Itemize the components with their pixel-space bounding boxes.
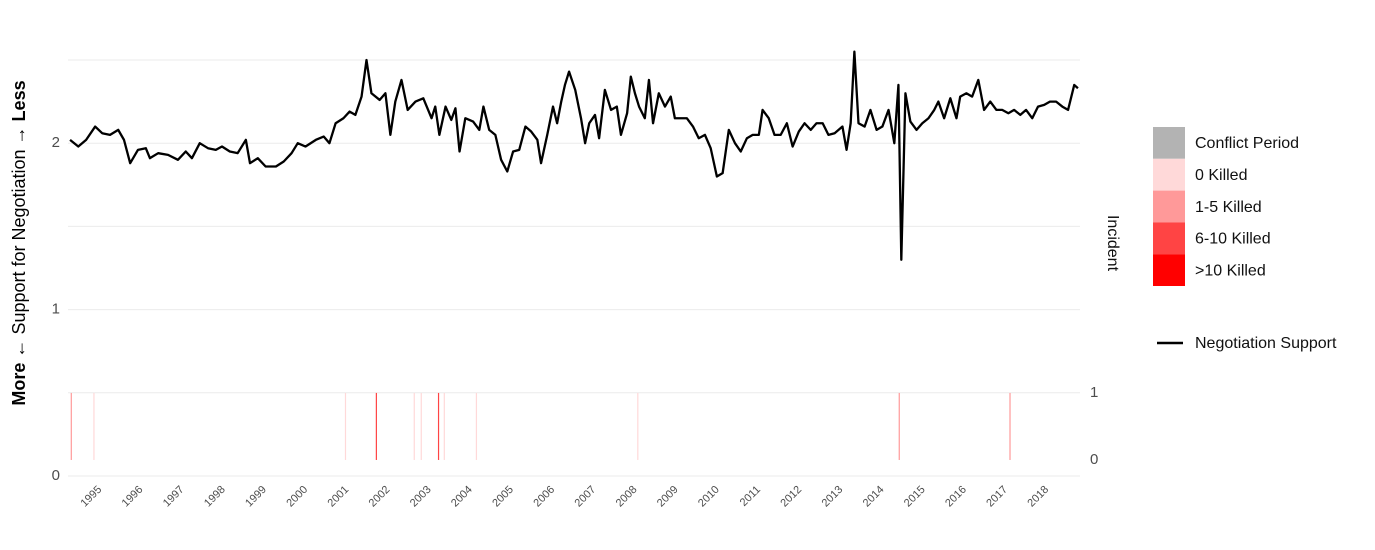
x-tick-label: 2003 [408,484,434,510]
legend-label: Conflict Period [1195,135,1299,152]
y-label-right: Less [9,80,29,121]
y2-tick-label: 0 [1090,451,1098,468]
legend-label: 1-5 Killed [1195,199,1262,216]
legend-label: >10 Killed [1195,262,1266,279]
y-label-middle: ← Support for Negotiation → [9,126,29,357]
x-tick-label: 2012 [778,484,804,510]
y2-tick-label: 1 [1090,384,1098,401]
x-tick-label: 2011 [738,484,763,509]
x-tick-label: 2008 [614,484,640,510]
y-tick-label: 0 [52,467,60,484]
x-tick-label: 2017 [984,484,1010,510]
y-tick-label: 1 [52,301,60,318]
legend-title: Incident [1104,215,1121,272]
y-axis-label: More ← Support for Negotiation → Less [9,80,29,405]
series-line [69,50,1079,261]
y-tick-label: 2 [52,134,60,151]
x-tick-label: 2015 [902,484,928,510]
legend-swatch [1153,190,1185,223]
x-tick-label: 2010 [696,484,722,510]
legend-swatch [1153,127,1185,159]
x-tick-label: 1996 [120,484,146,510]
x-tick-label: 2016 [943,484,969,510]
legend-swatch [1153,254,1185,286]
x-tick-label: 2014 [861,484,887,510]
x-tick-label: 1998 [202,484,228,510]
y-label-left: More [9,363,29,406]
x-tick-label: 2000 [284,484,310,510]
legend-swatch [1153,158,1185,191]
legend-label: 6-10 Killed [1195,231,1271,248]
legend-label: Negotiation Support [1195,335,1337,352]
legend-swatch [1153,222,1185,255]
x-tick-label: 2006 [531,484,557,510]
x-tick-label: 2002 [367,484,393,510]
x-tick-label: 1995 [78,484,104,510]
x-tick-label: 2005 [490,484,516,510]
x-tick-label: 2007 [573,484,599,510]
x-tick-label: 2013 [820,484,846,510]
legend-label: 0 Killed [1195,167,1247,184]
x-tick-label: 2004 [449,484,475,510]
x-tick-label: 1997 [161,484,187,510]
x-tick-label: 2018 [1025,484,1051,510]
x-tick-label: 2009 [655,484,681,510]
x-tick-label: 1999 [243,484,269,510]
x-tick-label: 2001 [326,484,352,510]
